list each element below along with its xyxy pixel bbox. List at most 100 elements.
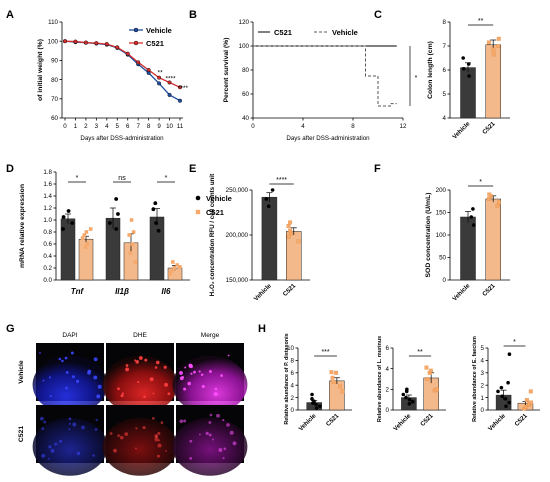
data-point <box>500 394 505 399</box>
data-point <box>461 56 465 60</box>
y-tick-label: 90 <box>51 58 58 65</box>
data-point <box>331 380 336 385</box>
stain-speck <box>41 453 46 458</box>
y-tick-label: 120 <box>239 19 250 26</box>
y-tick-label: 6 <box>386 345 390 352</box>
significance-label: *** <box>321 349 329 356</box>
y-tick-label: 2 <box>481 382 485 389</box>
data-point <box>486 40 491 45</box>
data-point <box>70 221 75 225</box>
stain-speck <box>61 359 64 363</box>
y-tick-label: 10 <box>287 345 294 352</box>
panel-a-x-label: Days after DSS-administration <box>80 135 164 142</box>
x-tick-label: Vehicle <box>451 282 471 302</box>
bar-c521 <box>329 380 345 411</box>
significance-label: * <box>165 175 168 182</box>
stain-speck <box>181 375 185 379</box>
data-point <box>177 98 182 103</box>
y-tick-label: 80 <box>242 67 249 74</box>
stain-speck <box>157 439 161 442</box>
stain-speck <box>226 423 230 427</box>
panel-d-y-label: mRNA relative expression <box>19 184 26 268</box>
stain-speck <box>212 438 214 441</box>
x-tick-label: 4 <box>105 123 109 130</box>
data-point <box>314 402 318 407</box>
data-point <box>114 197 119 201</box>
y-tick-label: 4 <box>443 115 447 122</box>
bar-c521 <box>485 198 501 281</box>
x-tick-label: C521 <box>419 412 435 428</box>
stain-speck <box>92 454 95 457</box>
legend-label-c521: C521 <box>146 39 164 48</box>
panel-label-E: E <box>189 163 196 175</box>
data-point <box>156 228 161 233</box>
stain-speck <box>58 357 62 361</box>
x-tick-label: 3 <box>95 123 99 130</box>
data-point <box>407 397 412 402</box>
data-point <box>146 67 151 72</box>
stain-speck <box>165 450 167 452</box>
data-point <box>80 236 85 240</box>
bar-vehicle <box>261 196 278 281</box>
legend-label-vehicle: Vehicle <box>206 194 232 203</box>
data-point <box>471 207 475 211</box>
data-point <box>296 239 301 244</box>
data-point <box>496 389 500 394</box>
microscopy-row-label: C521 <box>18 426 25 442</box>
data-point <box>169 269 174 273</box>
x-tick-label: 0 <box>63 123 67 130</box>
stain-speck <box>65 371 69 374</box>
data-point <box>529 400 533 405</box>
significance-label: ns <box>118 175 126 182</box>
y-tick-label: 150,000 <box>226 277 249 284</box>
data-point <box>471 223 476 227</box>
stain-speck <box>208 369 212 373</box>
x-tick-label: C521 <box>325 412 341 428</box>
stain-speck <box>119 435 124 440</box>
data-point <box>330 375 335 380</box>
data-point <box>499 385 504 390</box>
x-tick-label: C521 <box>481 282 497 298</box>
y-tick-label: 40 <box>242 115 249 122</box>
y-tick-label: 150 <box>436 210 447 217</box>
data-point <box>434 387 439 392</box>
data-point <box>82 233 87 237</box>
y-tick-label: 2 <box>291 395 295 402</box>
stain-speck <box>81 425 85 430</box>
stain-speck <box>179 371 183 375</box>
stain-speck <box>142 425 146 430</box>
data-point <box>528 389 533 394</box>
data-point <box>178 265 182 269</box>
stain-speck <box>200 373 204 377</box>
stain-speck <box>95 418 98 422</box>
significance-label: ** <box>478 18 484 25</box>
y-tick-label: 1.0 <box>43 217 52 224</box>
data-point <box>85 242 90 246</box>
data-point <box>467 74 471 78</box>
panel-b-x-label: Days after DSS-administration <box>286 135 370 142</box>
stain-speck <box>193 370 196 374</box>
stain-speck <box>93 357 98 362</box>
data-point <box>310 397 314 401</box>
x-tick-label: 6 <box>126 123 130 130</box>
stain-speck <box>125 367 130 372</box>
data-point <box>116 212 120 216</box>
y-tick-label: 60 <box>242 91 249 98</box>
data-point <box>329 370 334 375</box>
data-point <box>524 398 529 403</box>
microscopy-row-label: Vehicle <box>18 360 25 384</box>
data-point <box>94 41 99 46</box>
y-tick-label: 1.2 <box>43 205 52 212</box>
stain-speck <box>223 447 227 451</box>
tissue-stain <box>172 355 248 414</box>
data-point <box>312 399 316 404</box>
legend-label-vehicle: Vehicle <box>332 28 358 37</box>
data-point <box>66 209 71 213</box>
data-point <box>157 75 162 80</box>
significance-label: ** <box>417 349 423 356</box>
y-tick-label: 6 <box>443 67 447 74</box>
stain-speck <box>157 431 161 435</box>
stain-speck <box>109 432 113 435</box>
y-tick-label: 1.6 <box>43 181 52 188</box>
